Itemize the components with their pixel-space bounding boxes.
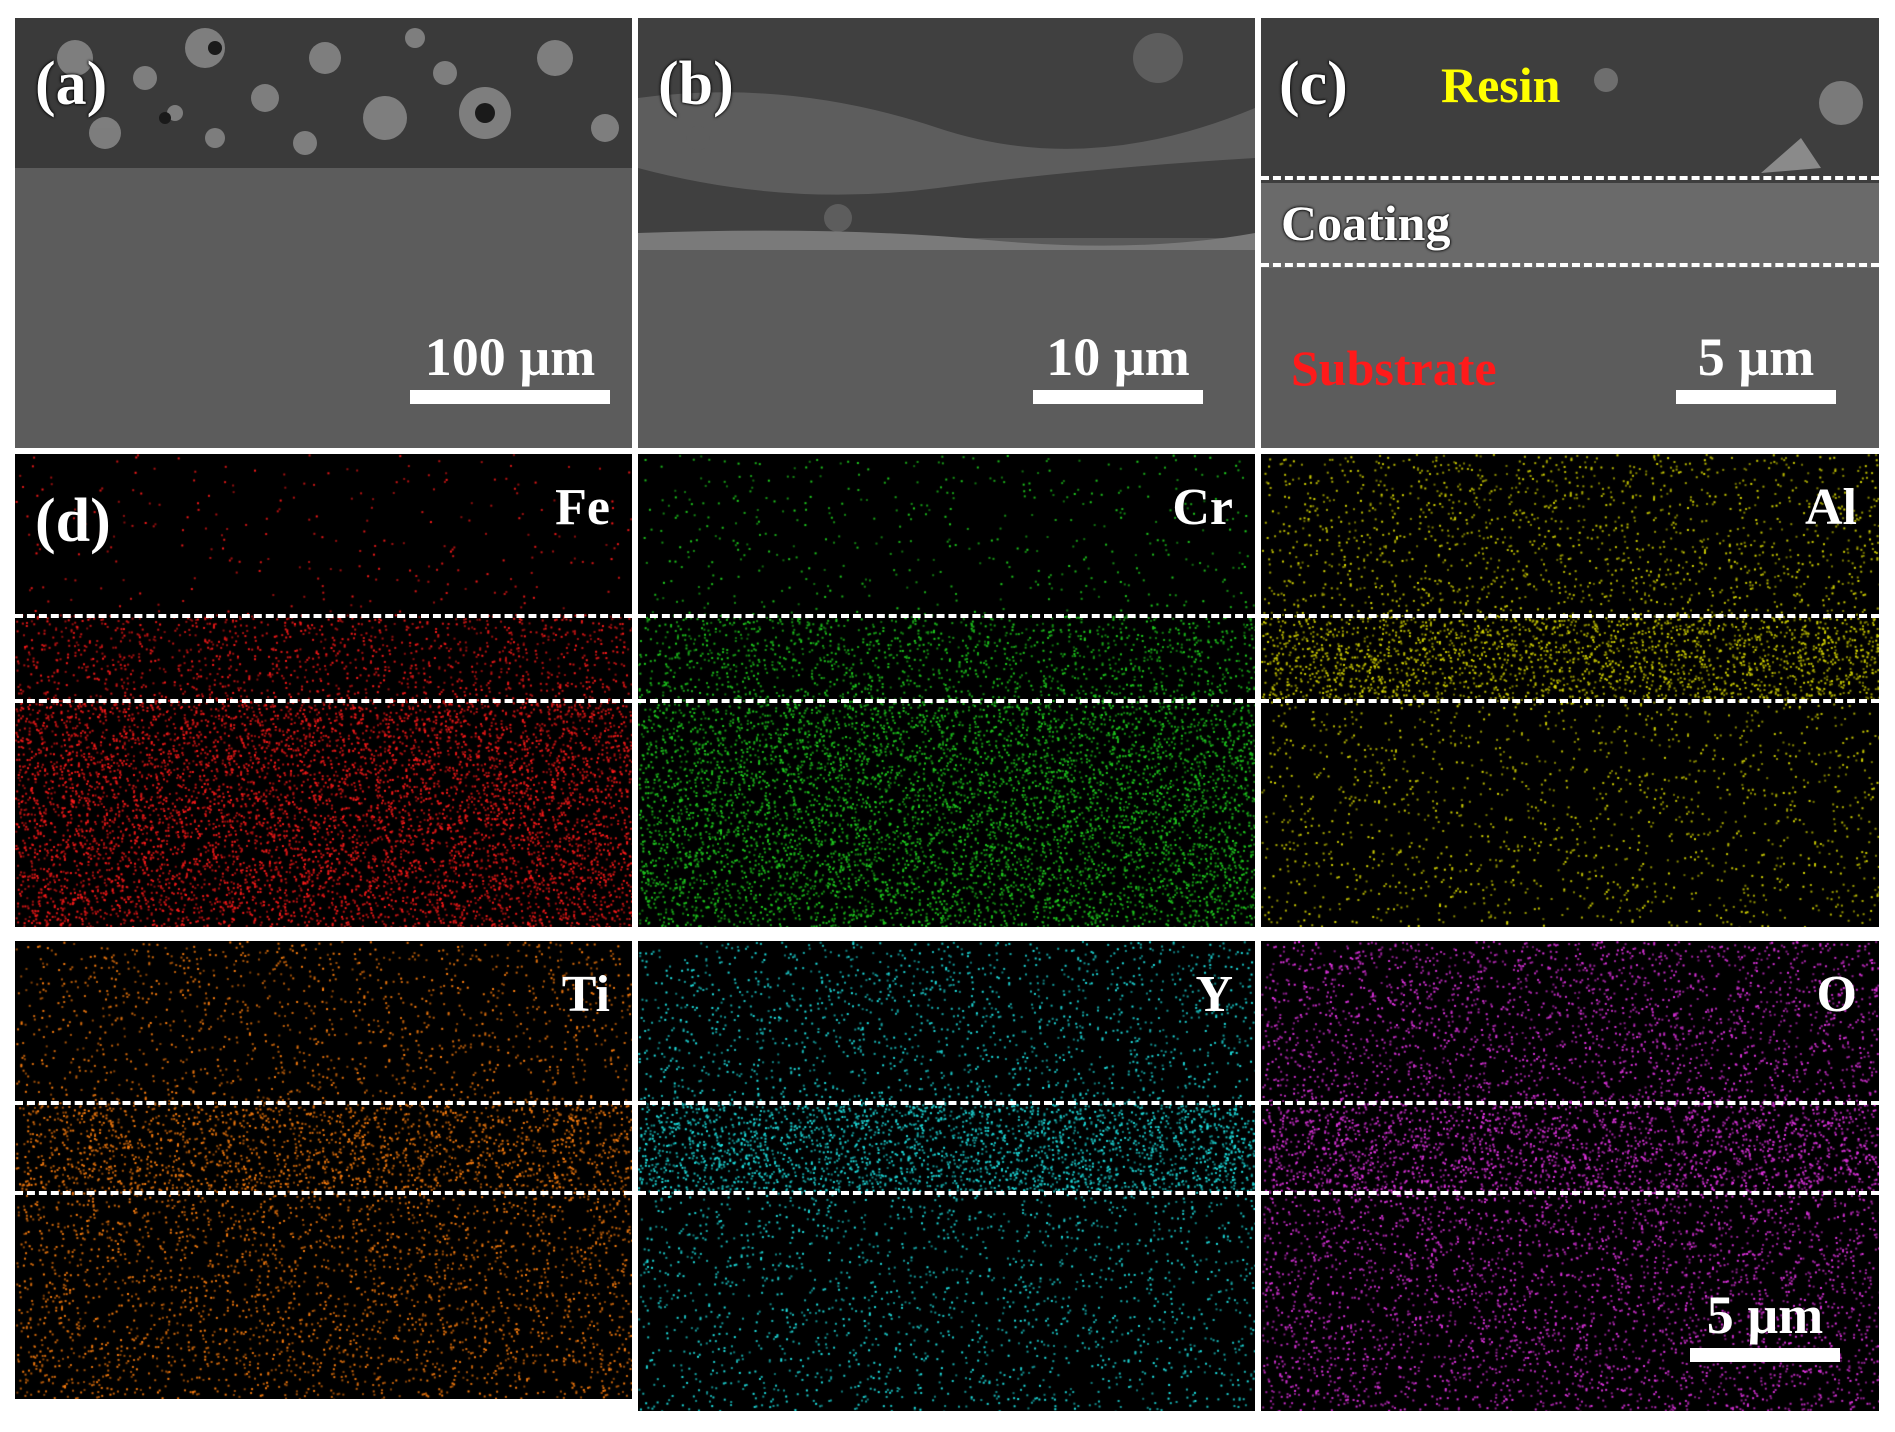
eds-map-image-fe [15,454,632,927]
resin-label: Resin [1441,57,1561,113]
sem-image-c [1261,18,1879,448]
eds-map-al: Al [1261,454,1879,927]
panel-label-b: (b) [658,50,734,118]
scale-bar-d: 5 µm [1690,1288,1840,1362]
coating-bottom-boundary [1261,263,1879,267]
element-label-al: Al [1805,479,1857,536]
sem-panel-b: (b) 10 µm [638,18,1255,448]
scale-bar-label-d: 5 µm [1706,1285,1824,1345]
coating-top-boundary [638,1101,1255,1105]
coating-bottom-boundary [1261,1191,1879,1195]
sem-panel-c: (c) Resin Coating Substrate 5 µm [1261,18,1879,448]
panel-label-d: (d) [35,487,111,555]
coating-bottom-boundary [15,1191,632,1195]
panel-label-a: (a) [35,50,108,118]
eds-map-image-cr [638,454,1255,927]
substrate-label: Substrate [1291,340,1497,396]
coating-top-boundary [1261,1101,1879,1105]
eds-map-fe: Fe [15,454,632,927]
coating-bottom-boundary [1261,699,1879,703]
scale-bar-line-a [410,390,610,404]
scale-bar-label-a: 100 µm [424,327,596,387]
element-label-cr: Cr [1172,479,1233,536]
sem-image-b [638,18,1255,448]
eds-map-y: Y [638,941,1255,1411]
coating-top-boundary [1261,614,1879,618]
eds-map-image-ti [15,941,632,1399]
scale-bar-a: 100 µm [410,330,610,404]
element-label-o: O [1816,966,1857,1023]
coating-bottom-boundary [638,699,1255,703]
coating-top-boundary [638,614,1255,618]
eds-map-image-o [1261,941,1879,1411]
sem-image-a [15,18,632,448]
coating-top-boundary [1261,176,1879,180]
scale-bar-label-b: 10 µm [1046,327,1190,387]
sem-panel-a: (a) 100 µm [15,18,632,448]
scale-bar-line-c [1676,390,1836,404]
scale-bar-line-d [1690,1348,1840,1362]
scale-bar-c: 5 µm [1676,330,1836,404]
element-label-y: Y [1195,966,1233,1023]
eds-map-image-al [1261,454,1879,927]
panel-label-c: (c) [1279,50,1348,118]
scale-bar-label-c: 5 µm [1697,327,1815,387]
coating-label: Coating [1281,195,1451,251]
coating-bottom-boundary [15,699,632,703]
coating-bottom-boundary [638,1191,1255,1195]
eds-map-image-y [638,941,1255,1411]
eds-map-ti: Ti [15,941,632,1399]
coating-top-boundary [15,614,632,618]
scale-bar-b: 10 µm [1033,330,1203,404]
eds-map-o: O [1261,941,1879,1411]
coating-top-boundary [15,1101,632,1105]
element-label-fe: Fe [555,479,610,536]
eds-map-cr: Cr [638,454,1255,927]
element-label-ti: Ti [561,966,610,1023]
scale-bar-line-b [1033,390,1203,404]
